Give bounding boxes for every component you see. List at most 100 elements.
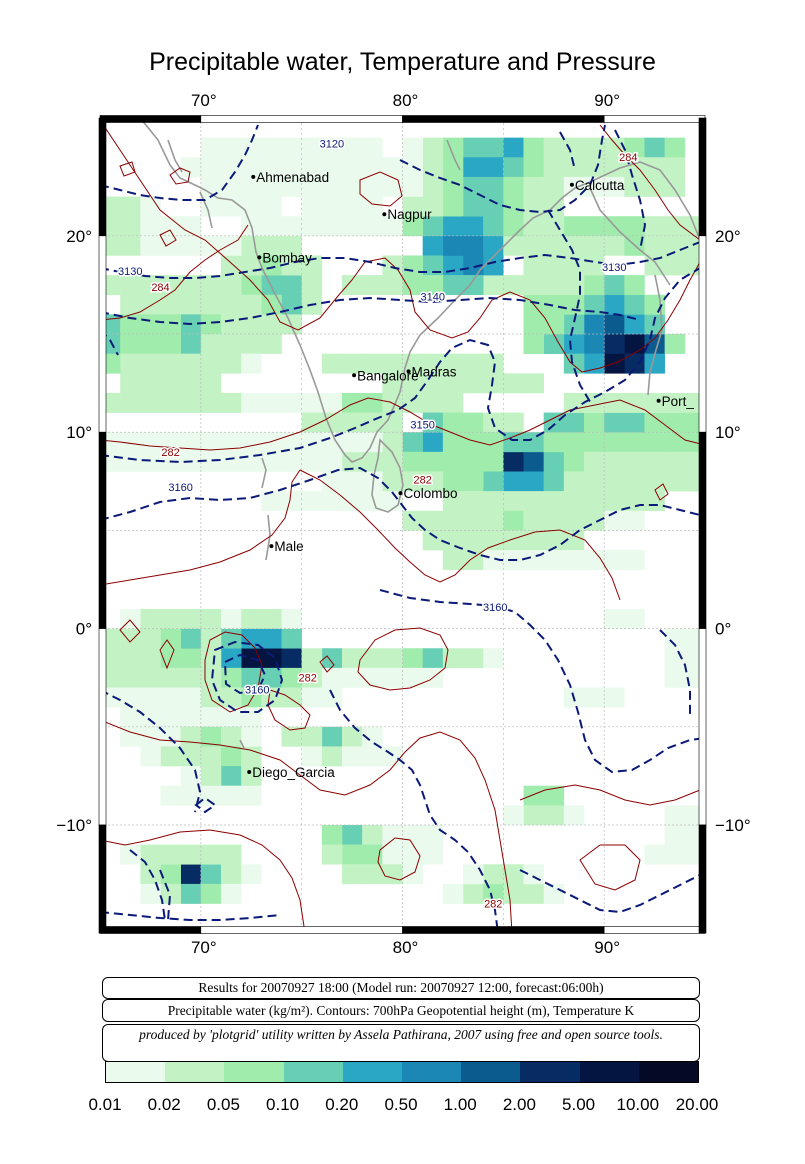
precipitable-water-cells [100, 137, 705, 904]
pw-cell [644, 471, 665, 492]
pw-cell [362, 196, 383, 217]
pw-cell [463, 373, 484, 394]
pw-cell [140, 216, 161, 237]
pw-cell [463, 137, 484, 158]
pw-cell [321, 648, 343, 669]
pw-cell [624, 471, 645, 492]
pw-cell [503, 176, 524, 197]
pw-cell [503, 530, 524, 551]
pw-cell [221, 137, 242, 158]
pw-cell [120, 608, 141, 629]
temperature-contour-label: 282 [484, 898, 502, 910]
pw-cell [442, 275, 464, 296]
lon-label-top: 70° [191, 91, 217, 110]
pw-cell [483, 157, 504, 178]
frame-bar-lon [603, 115, 706, 123]
pw-cell [483, 216, 504, 237]
pw-cell [180, 275, 202, 296]
pw-cell [584, 334, 605, 354]
pw-cell [241, 432, 262, 453]
pw-cell [140, 746, 161, 767]
pw-cell [160, 392, 181, 413]
pw-cell [664, 255, 686, 276]
pw-cell [382, 412, 403, 433]
legend-tick-label: 0.20 [325, 1095, 359, 1114]
pw-cell [442, 392, 464, 413]
pw-cell [463, 353, 484, 374]
pw-cell [543, 294, 565, 315]
pw-cell [503, 196, 524, 217]
pw-cell [382, 176, 403, 197]
pw-cell [382, 353, 403, 374]
pw-cell [301, 196, 323, 217]
pw-cell [523, 471, 544, 492]
pw-cell [382, 157, 403, 178]
pw-cell [120, 334, 141, 354]
pw-cell [160, 314, 181, 335]
pw-cell [281, 157, 302, 178]
geopotential-contour-label: 3160 [483, 602, 507, 614]
city-label: Bombay [262, 250, 312, 265]
pw-cell [463, 451, 484, 472]
pw-cell [180, 392, 202, 413]
temperature-contour-label: 284 [151, 282, 169, 294]
pw-cell [422, 176, 444, 197]
pw-cell [604, 608, 625, 629]
pw-cell [200, 353, 222, 374]
graticule [100, 118, 705, 933]
geopotential-contour-label: 3130 [118, 266, 142, 278]
pw-cell [180, 235, 202, 256]
legend-swatch [224, 1062, 284, 1082]
pw-cell [321, 491, 343, 512]
pw-cell [644, 216, 665, 237]
frame-bar-lat [98, 117, 107, 237]
pw-cell [180, 608, 202, 629]
pw-cell [140, 275, 161, 296]
pw-cell [281, 176, 302, 197]
pw-cell [362, 275, 383, 296]
legend-tick-label: 1.00 [443, 1095, 477, 1114]
city-dot [406, 369, 411, 374]
pw-cell [422, 451, 444, 472]
pw-cell [442, 196, 464, 217]
pw-cell [523, 530, 544, 551]
pw-cell [241, 176, 262, 197]
pw-cell [261, 294, 282, 315]
legend-tick-label: 0.02 [147, 1095, 181, 1114]
pw-cell [503, 137, 524, 158]
pw-cell [120, 235, 141, 256]
pw-cell [604, 314, 625, 335]
pw-cell [644, 353, 665, 374]
pw-cell [301, 726, 323, 747]
pw-cell [140, 373, 161, 394]
legend-tick-label: 2.00 [502, 1095, 536, 1114]
pw-cell [563, 805, 585, 826]
geopotential-contour-label: 3140 [421, 292, 445, 304]
pw-cell [523, 275, 544, 296]
pw-cell [140, 883, 161, 904]
pw-cell [261, 255, 282, 276]
pw-cell [241, 667, 262, 688]
pw-cell [160, 275, 181, 296]
pw-cell [543, 432, 565, 453]
pw-cell [604, 137, 625, 158]
pw-cell [543, 235, 565, 256]
pw-cell [200, 766, 222, 787]
pw-cell [402, 451, 423, 472]
pw-cell [483, 176, 504, 197]
pw-cell [402, 471, 423, 492]
pw-cell [442, 550, 464, 570]
pw-cell [563, 216, 585, 237]
pw-cell [402, 864, 423, 885]
frame-bar-lat [698, 824, 707, 934]
pw-cell [301, 746, 323, 767]
pw-cell [281, 726, 302, 747]
pw-cell [402, 824, 423, 845]
pw-cell [180, 648, 202, 669]
geopotential-contours [100, 124, 705, 933]
pw-cell [543, 451, 565, 472]
frame-bar-lat [98, 235, 107, 433]
pw-cell [463, 491, 484, 512]
frame-bar-lon [99, 926, 202, 934]
pw-cell [442, 510, 464, 531]
